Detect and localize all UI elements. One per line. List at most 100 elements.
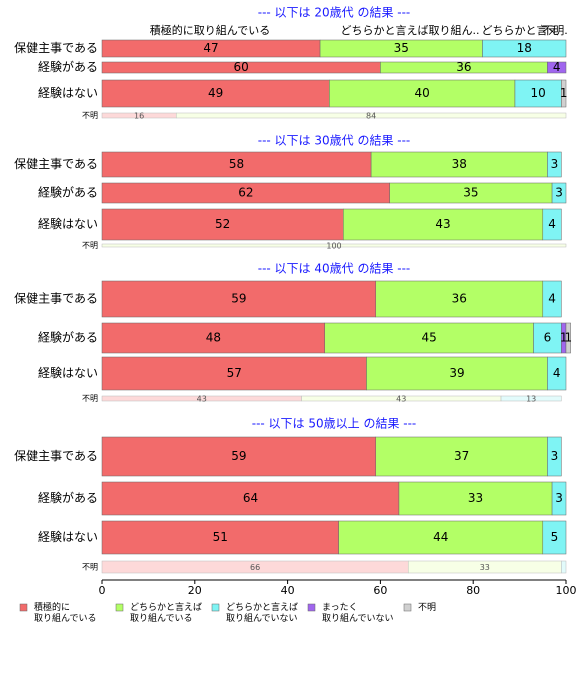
row-label: 経験はない [38, 365, 98, 380]
legend-swatch [403, 603, 412, 612]
value-label: 37 [454, 449, 469, 463]
legend-label: まったく取り組んでいない [322, 602, 394, 624]
row-label: 経験はない [38, 85, 98, 100]
bar-segment [101, 481, 400, 516]
x-tick-label: 0 [99, 584, 106, 597]
column-label: 積極的に取り組んでいる [150, 23, 270, 37]
value-label: 43 [396, 395, 406, 404]
row-label: 経験はない [38, 216, 98, 231]
bar-segment [547, 61, 567, 74]
value-label: 6 [544, 331, 552, 345]
x-tick-label: 60 [373, 584, 387, 597]
value-label: 3 [551, 157, 559, 171]
bar-segment [343, 208, 544, 241]
bar-segment [398, 481, 553, 516]
value-label: 58 [229, 157, 244, 171]
value-label: 4 [548, 292, 556, 306]
value-label: 59 [231, 292, 246, 306]
legend-label: 不明 [418, 602, 436, 613]
x-tick-label: 20 [188, 584, 202, 597]
value-label: 3 [555, 186, 563, 200]
legend-swatch [307, 603, 316, 612]
value-label: 45 [421, 331, 436, 345]
value-label: 39 [449, 366, 464, 380]
bar-segment [101, 79, 330, 108]
column-label: どちらかと言えば取り組ん.. [341, 24, 480, 37]
legend-swatch [115, 603, 124, 612]
panel-title: --- 以下は 30歳代 の結果 --- [258, 134, 411, 148]
bar-segment [547, 436, 562, 477]
value-label: 4 [553, 366, 561, 380]
value-label: 33 [468, 491, 483, 505]
value-label: 84 [366, 112, 376, 121]
value-label: 38 [452, 157, 467, 171]
value-label: 4 [553, 60, 561, 74]
row-label: 不明 [82, 563, 98, 572]
panel-title: --- 以下は 20歳代 の結果 --- [258, 6, 411, 20]
bar-segment [101, 322, 325, 354]
bar-segment [101, 356, 367, 391]
value-label: 4 [548, 217, 556, 231]
row-label: 経験がある [38, 185, 98, 200]
bar-segment [324, 322, 534, 354]
value-label: 1 [560, 86, 568, 100]
value-label: 13 [526, 395, 536, 404]
value-label: 1 [564, 331, 572, 345]
value-label: 59 [231, 449, 246, 463]
bar-segment [338, 520, 544, 555]
bar-segment [542, 280, 562, 318]
value-label: 3 [551, 449, 559, 463]
row-label: 経験がある [38, 59, 98, 74]
bar-segment [101, 243, 567, 248]
legend-label: どちらかと言えば取り組んでいない [226, 601, 298, 624]
x-tick-label: 80 [466, 584, 480, 597]
column-label: どちらかと言え [482, 24, 559, 37]
bar-segment [375, 436, 548, 477]
row-label: 不明 [82, 394, 98, 403]
bar-segment [514, 79, 562, 108]
value-label: 36 [452, 292, 467, 306]
row-label: 保健主事である [14, 157, 98, 171]
value-label: 1 [560, 331, 568, 345]
row-label: 保健主事である [14, 449, 98, 463]
value-label: 57 [227, 366, 242, 380]
value-label: 10 [531, 86, 546, 100]
bar-segment [565, 322, 571, 354]
bar-segment [329, 79, 516, 108]
row-label: 不明 [82, 241, 98, 250]
value-label: 18 [517, 41, 532, 55]
bar-segment [101, 151, 372, 178]
value-label: 40 [415, 86, 430, 100]
row-label: 保健主事である [14, 41, 98, 55]
value-label: 51 [213, 530, 228, 544]
value-label: 43 [435, 217, 450, 231]
bar-segment [533, 322, 562, 354]
value-label: 35 [463, 186, 478, 200]
legend-label: 積極的に取り組んでいる [34, 601, 97, 624]
value-label: 60 [234, 60, 249, 74]
row-label: 不明 [82, 111, 98, 120]
bar-segment [101, 520, 339, 555]
value-label: 48 [206, 331, 221, 345]
bar-segment [366, 356, 548, 391]
bar-segment [101, 208, 344, 241]
bar-segment [175, 112, 567, 119]
legend-swatch [211, 603, 220, 612]
bar-segment [547, 356, 567, 391]
x-tick-label: 100 [556, 584, 577, 597]
value-label: 49 [208, 86, 223, 100]
value-label: 33 [480, 563, 490, 572]
legend-swatch [19, 603, 28, 612]
bar-segment [561, 79, 567, 108]
bar-segment [561, 560, 567, 574]
bar-segment [547, 151, 562, 178]
bar-segment [551, 182, 567, 204]
panel-title: --- 以下は 40歳代 の結果 --- [258, 262, 411, 276]
bar-segment [542, 520, 567, 555]
value-label: 5 [551, 530, 559, 544]
value-label: 66 [250, 563, 260, 572]
bar-segment [482, 39, 567, 58]
value-label: 36 [456, 60, 471, 74]
value-label: 52 [215, 217, 230, 231]
